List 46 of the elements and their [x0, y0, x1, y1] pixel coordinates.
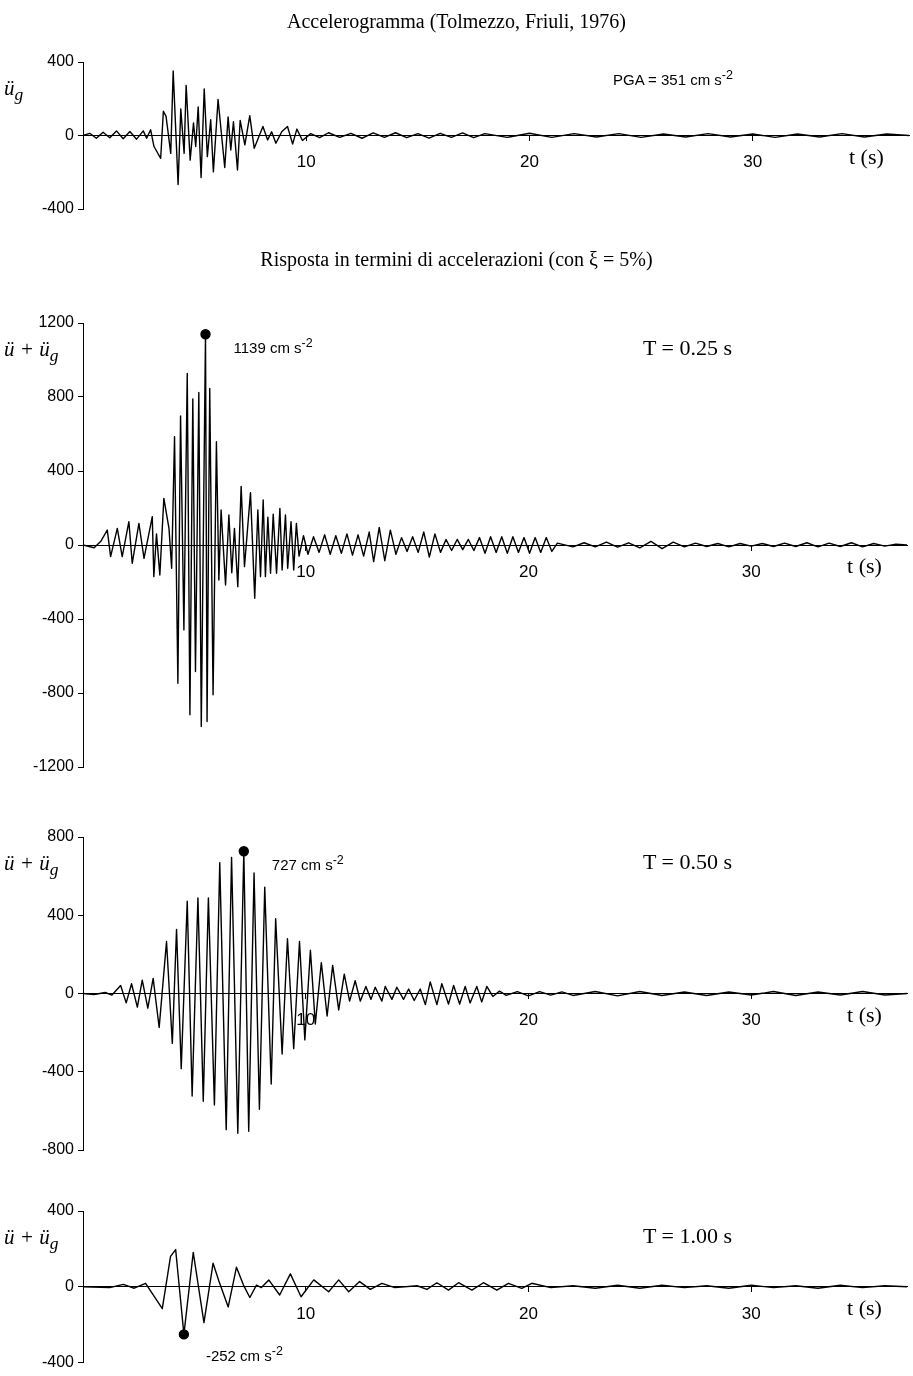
y-tick-label: -400 — [41, 1062, 75, 1080]
y-axis-title: ü + ü$_{g}$ — [4, 1225, 59, 1255]
y-axis-title: ü + ü$_{g}$ — [4, 337, 59, 367]
y-tick-label: 0 — [65, 535, 75, 553]
y-tick-label: -1200 — [33, 757, 75, 775]
chart-title: Accelerogramma (Tolmezzo, Friuli, 1976) — [285, 10, 627, 33]
y-tick-label: 400 — [47, 461, 75, 479]
y-tick-label: -400 — [41, 609, 75, 627]
x-axis-title: t (s) — [847, 1001, 882, 1028]
y-tick-label: 800 — [47, 387, 75, 405]
y-tick-label: 1200 — [38, 313, 75, 331]
y-tick-label: 400 — [47, 52, 75, 70]
y-tick-label: 400 — [47, 905, 75, 923]
x-axis-title: t (s) — [847, 553, 882, 579]
x-tick-label: 20 — [519, 1303, 538, 1323]
x-tick-label: 10 — [296, 561, 316, 581]
x-tick-label: 20 — [519, 561, 538, 581]
annotation: PGA = 351 cm s$^{-2}$ — [613, 68, 733, 88]
x-axis-title: t (s) — [847, 1294, 882, 1321]
annotation: T = 0.50 s — [643, 849, 733, 875]
y-tick-label: 0 — [65, 125, 75, 143]
x-tick-label: 30 — [743, 152, 763, 172]
y-tick-label: 800 — [47, 827, 75, 845]
y-tick-label: 0 — [65, 983, 75, 1001]
y-axis-title: ü + ü$_{g}$ — [4, 851, 59, 881]
annotation: -252 cm s$^{-2}$ — [205, 1344, 283, 1365]
y-tick-label: 0 — [65, 1277, 75, 1295]
annotation: 727 cm s$^{-2}$ — [271, 853, 344, 874]
annotation: 1139 cm s$^{-2}$ — [233, 336, 313, 357]
y-tick-label: -800 — [41, 1140, 75, 1158]
y-axis-title: ü$_{g}$ — [4, 76, 24, 106]
x-tick-label: 30 — [741, 1303, 761, 1323]
y-tick-label: -400 — [41, 199, 75, 217]
x-tick-label: 10 — [296, 1303, 316, 1323]
x-axis-title: t (s) — [849, 143, 884, 170]
y-tick-label: -800 — [41, 683, 75, 701]
y-tick-label: 400 — [47, 1201, 75, 1219]
x-tick-label: 30 — [741, 1010, 761, 1030]
y-tick-label: -400 — [41, 1352, 75, 1370]
annotation: T = 0.25 s — [643, 335, 733, 361]
annotation: T = 1.00 s — [643, 1223, 733, 1249]
x-tick-label: 10 — [296, 152, 316, 172]
chart-title: Risposta in termini di accelerazioni (con ξ = 5%) — [259, 248, 654, 271]
x-tick-label: 20 — [519, 1010, 538, 1030]
x-tick-label: 30 — [741, 561, 761, 581]
x-tick-label: 20 — [520, 152, 539, 172]
